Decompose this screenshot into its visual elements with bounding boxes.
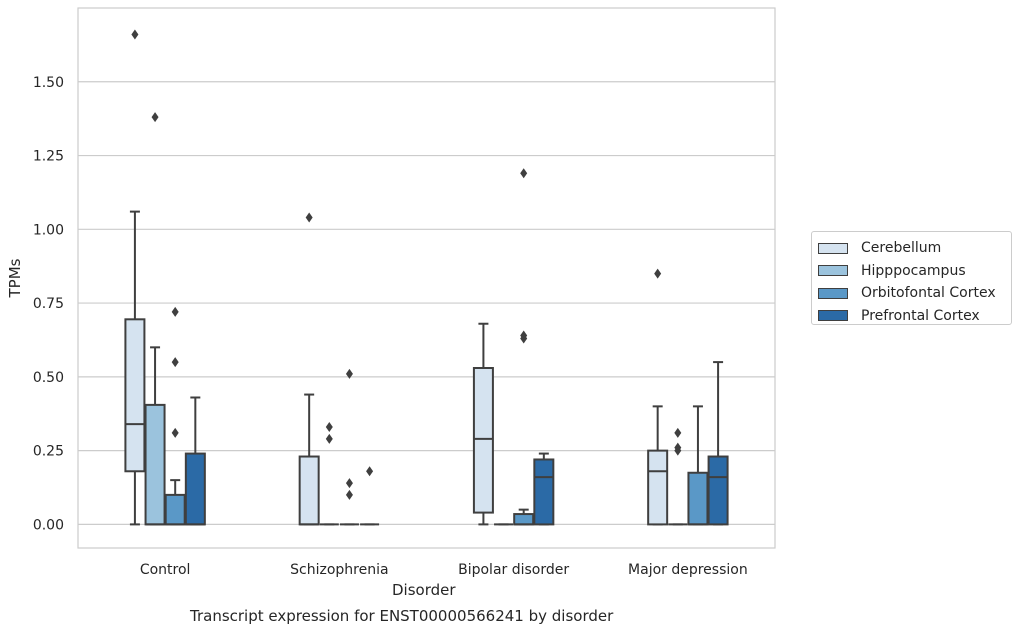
- legend-label: Hipppocampus: [861, 262, 966, 279]
- box-hipppocampus: [668, 427, 688, 526]
- box-hipppocampus: [144, 112, 166, 526]
- y-tick-label: 0.00: [33, 517, 64, 533]
- box: [298, 455, 320, 526]
- outlier-point: [131, 29, 139, 40]
- outlier-point: [366, 466, 374, 477]
- y-tick-label: 0.50: [33, 370, 64, 386]
- box-prefrontal-cortex: [184, 396, 206, 526]
- box: [533, 458, 555, 526]
- plot-frame: [77, 7, 776, 549]
- outlier-point: [325, 422, 333, 433]
- legend-swatch: [818, 242, 848, 254]
- box-prefrontal-cortex: [707, 361, 729, 526]
- box-prefrontal-cortex: [360, 466, 380, 526]
- box: [707, 455, 729, 526]
- x-tick-label: Schizophrenia: [290, 562, 388, 578]
- box-orbitofontal-cortex: [687, 405, 709, 526]
- legend-swatch: [818, 310, 848, 322]
- y-tick-label: 0.25: [33, 444, 64, 460]
- box-cerebellum: [124, 29, 146, 526]
- x-tick-labels: Control Schizophrenia Bipolar disorder Majo…: [140, 562, 748, 578]
- legend-item-cerebellum: Cerebellum: [818, 237, 1011, 260]
- box: [513, 513, 535, 526]
- box-hipppocampus: [319, 422, 339, 526]
- box-orbitofontal-cortex: [339, 368, 359, 526]
- legend: Cerebellum Hipppocampus Orbitofontal Cor…: [811, 231, 1012, 325]
- outlier-point: [674, 445, 682, 456]
- y-tick-label: 1.25: [33, 149, 64, 165]
- outlier-point: [171, 306, 179, 317]
- x-axis-label: Disorder: [392, 581, 456, 599]
- x-tick-label: Bipolar disorder: [458, 562, 569, 578]
- box: [472, 367, 494, 514]
- y-axis-label: TPMs: [6, 258, 24, 298]
- box: [164, 493, 186, 526]
- y-tick-label: 1.00: [33, 222, 64, 238]
- x-tick-label: Major depression: [628, 562, 748, 578]
- outlier-point: [171, 357, 179, 368]
- legend-item-hippocampus: Hipppocampus: [818, 260, 1011, 283]
- outlier-point: [151, 112, 159, 123]
- box: [144, 403, 166, 526]
- legend-label: Prefrontal Cortex: [861, 307, 980, 324]
- box: [687, 471, 709, 526]
- chart-title: Transcript expression for ENST0000056624…: [190, 607, 614, 625]
- box-cerebellum: [472, 322, 494, 526]
- outlier-point: [325, 433, 333, 444]
- box-orbitofontal-cortex: [513, 168, 535, 526]
- box: [647, 449, 669, 526]
- box-orbitofontal-cortex: [164, 306, 186, 526]
- legend-item-prefrontal-cortex: Prefrontal Cortex: [818, 305, 1011, 328]
- y-tick-label: 1.50: [33, 75, 64, 91]
- gridlines: [78, 81, 775, 525]
- outlier-point: [674, 427, 682, 438]
- outlier-point: [520, 333, 528, 344]
- legend-item-orbitofrontal-cortex: Orbitofontal Cortex: [818, 282, 1011, 305]
- outlier-point: [345, 478, 353, 489]
- box-cerebellum: [647, 268, 669, 526]
- box: [184, 452, 206, 526]
- outlier-point: [345, 489, 353, 500]
- legend-label: Cerebellum: [861, 240, 942, 257]
- box-prefrontal-cortex: [533, 452, 555, 526]
- outlier-point: [520, 168, 528, 179]
- legend-swatch: [818, 265, 848, 277]
- legend-label: Orbitofontal Cortex: [861, 285, 996, 302]
- box-cerebellum: [298, 212, 320, 526]
- outlier-point: [654, 268, 662, 279]
- box: [124, 318, 146, 473]
- outlier-point: [305, 212, 313, 223]
- outlier-point: [345, 368, 353, 379]
- x-tick-label: Control: [140, 562, 191, 578]
- y-tick-label: 0.75: [33, 296, 64, 312]
- outlier-point: [171, 427, 179, 438]
- legend-swatch: [818, 287, 848, 299]
- box-plots: [124, 29, 729, 526]
- y-tick-labels: 0.00 0.25 0.50 0.75 1.00 1.25 1.50: [33, 75, 64, 534]
